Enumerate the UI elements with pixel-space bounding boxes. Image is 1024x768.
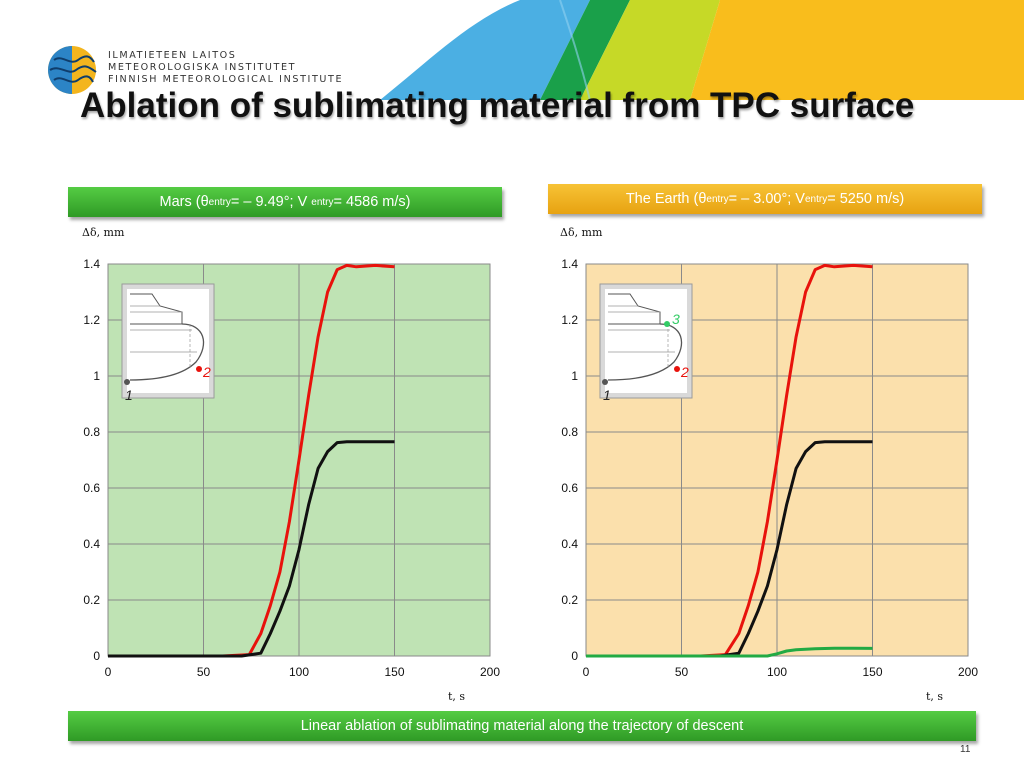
earth-sub-entry-v: entry	[804, 193, 828, 205]
mars-inset-point-1	[124, 379, 130, 385]
mars-y-tick-label: 0.6	[83, 481, 100, 495]
mars-inset-canvas	[127, 289, 209, 393]
mars-ablation-chart: 0 50 100 150 200 0 0.2 0.4 0.6 0.8 1 1.2 1.4 Δδ, mm t,…	[82, 226, 500, 703]
mars-series-point-2	[108, 263, 395, 658]
mars-x-tick-label: 50	[197, 665, 211, 679]
mars-label-mid: = – 9.49°; V	[230, 194, 308, 210]
earth-y-tick-label: 0.8	[561, 425, 578, 439]
earth-y-tick-label: 0.2	[561, 593, 578, 607]
mars-inset-point-2	[196, 366, 202, 372]
earth-inset: 1 2 3	[599, 283, 693, 403]
mars-y-tick-label: 0.4	[83, 537, 100, 551]
mars-label-pre: Mars (θ	[159, 194, 209, 210]
org-line-sv: METEOROLOGISKA INSTITUTET	[108, 62, 297, 73]
mars-series-point-1	[108, 440, 395, 658]
caption-banner: Linear ablation of sublimating material …	[68, 711, 976, 741]
earth-label-post: = 5250 m/s)	[827, 191, 905, 207]
earth-panel-banner: The Earth (θ entry = – 3.00°; V entry = …	[548, 184, 982, 214]
earth-series-point-3	[586, 646, 873, 658]
earth-y-tick-label: 1	[571, 369, 578, 383]
page-number: 11	[960, 744, 971, 755]
earth-y-tick-label: 0.4	[561, 537, 578, 551]
mars-y-tick-label: 1.4	[83, 257, 100, 271]
earth-y-tick-label: 1.2	[561, 313, 578, 327]
mars-sub-entry-v: entry	[311, 196, 334, 208]
earth-inset-canvas	[605, 289, 687, 393]
org-line-fi: ILMATIETEEN LAITOS	[108, 50, 237, 61]
earth-inset-point-3	[664, 321, 670, 327]
mars-inset-label-2: 2	[202, 364, 211, 380]
earth-label-mid: = – 3.00°; V	[728, 191, 805, 207]
slide-title: Ablation of sublimating material from TP…	[80, 86, 915, 125]
earth-x-tick-label: 150	[862, 665, 882, 679]
mars-x-tick-label: 200	[480, 665, 500, 679]
mars-inset: 12	[121, 283, 215, 403]
earth-series-point-2	[586, 263, 873, 658]
earth-inset-label-1: 1	[603, 387, 611, 403]
earth-y-tick-label: 0.6	[561, 481, 578, 495]
mars-x-axis-title: t, s	[448, 690, 465, 703]
mars-inset-label-1: 1	[125, 387, 133, 403]
earth-ablation-chart: 0 50 100 150 200 0 0.2 0.4 0.6 0.8 1 1.2 1.4 Δδ, mm t,…	[560, 226, 978, 703]
mars-y-axis-title: Δδ, mm	[82, 226, 125, 239]
earth-y-axis-title: Δδ, mm	[560, 226, 603, 239]
earth-y-tick-label: 1.4	[561, 257, 578, 271]
mars-x-tick-label: 0	[105, 665, 112, 679]
earth-inset-label-3: 3	[672, 311, 680, 327]
mars-inset-lines	[130, 305, 197, 353]
earth-inset-label-2: 2	[680, 364, 689, 380]
mars-panel-banner: Mars (θ entry = – 9.49°; V entry = 4586 m…	[68, 187, 502, 217]
earth-y-tick-label: 0	[571, 649, 578, 663]
mars-x-tick-label: 150	[384, 665, 404, 679]
mars-y-tick-label: 0.8	[83, 425, 100, 439]
earth-inset-profile	[607, 323, 683, 381]
earth-x-axis-title: t, s	[926, 690, 943, 703]
earth-sub-entry-theta: entry	[706, 193, 729, 205]
mars-label-post: = 4586 m/s)	[333, 194, 411, 210]
mars-inset-body	[130, 293, 183, 325]
mars-y-tick-label: 0	[93, 649, 100, 663]
brand-wave-graphic	[380, 0, 1024, 100]
organization-name: ILMATIETEEN LAITOS METEOROLOGISKA INSTIT…	[108, 50, 343, 86]
earth-x-tick-label: 200	[958, 665, 978, 679]
earth-x-tick-label: 0	[583, 665, 590, 679]
mars-sub-entry-theta: entry	[208, 196, 231, 208]
earth-label-pre: The Earth (θ	[625, 191, 707, 207]
earth-inset-lines	[608, 305, 675, 353]
mars-inset-profile	[129, 323, 205, 381]
earth-series-point-1	[586, 440, 873, 658]
mars-y-tick-label: 1.2	[83, 313, 100, 327]
mars-y-tick-label: 1	[93, 369, 100, 383]
mars-x-tick-label: 100	[289, 665, 309, 679]
earth-inset-point-1	[602, 379, 608, 385]
earth-inset-body	[608, 293, 661, 325]
caption-text: Linear ablation of sublimating material …	[300, 718, 744, 734]
org-line-en: FINNISH METEOROLOGICAL INSTITUTE	[108, 74, 344, 85]
fmi-logo	[48, 46, 97, 94]
mars-y-tick-label: 0.2	[83, 593, 100, 607]
earth-inset-point-2	[674, 366, 680, 372]
earth-x-tick-label: 100	[767, 665, 787, 679]
earth-x-tick-label: 50	[675, 665, 689, 679]
